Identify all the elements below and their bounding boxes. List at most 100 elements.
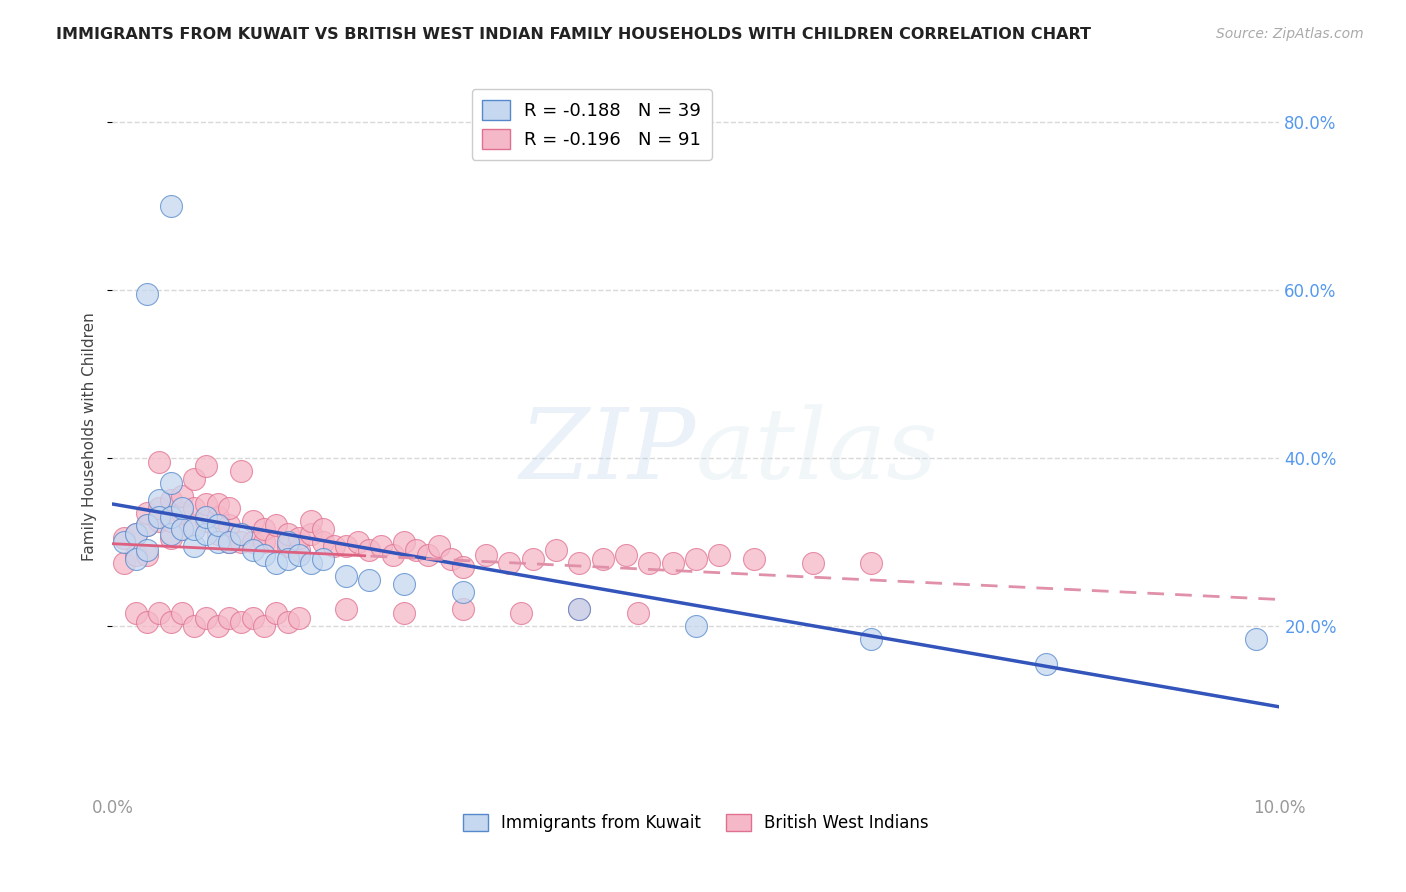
Point	[183, 501, 205, 516]
Point	[359, 543, 381, 558]
Point	[148, 509, 170, 524]
Point	[218, 535, 240, 549]
Point	[194, 497, 217, 511]
Point	[742, 551, 765, 566]
Point	[276, 526, 298, 541]
Point	[323, 539, 346, 553]
Point	[544, 543, 567, 558]
Point	[860, 632, 883, 646]
Point	[1244, 632, 1267, 646]
Point	[160, 199, 183, 213]
Point	[183, 518, 205, 533]
Point	[242, 543, 264, 558]
Point	[148, 493, 170, 508]
Point	[183, 523, 205, 537]
Point	[568, 602, 591, 616]
Point	[229, 615, 252, 629]
Point	[509, 607, 531, 621]
Point	[160, 476, 183, 491]
Point	[172, 506, 194, 520]
Text: atlas: atlas	[696, 404, 939, 499]
Point	[685, 551, 707, 566]
Point	[218, 535, 240, 549]
Point	[709, 548, 731, 562]
Text: Source: ZipAtlas.com: Source: ZipAtlas.com	[1216, 27, 1364, 41]
Point	[112, 531, 135, 545]
Point	[218, 610, 240, 624]
Point	[242, 514, 264, 528]
Point	[522, 551, 544, 566]
Point	[253, 548, 276, 562]
Point	[160, 531, 183, 545]
Text: IMMIGRANTS FROM KUWAIT VS BRITISH WEST INDIAN FAMILY HOUSEHOLDS WITH CHILDREN CO: IMMIGRANTS FROM KUWAIT VS BRITISH WEST I…	[56, 27, 1091, 42]
Point	[568, 556, 591, 570]
Point	[194, 610, 217, 624]
Point	[661, 556, 683, 570]
Point	[194, 526, 217, 541]
Point	[218, 518, 240, 533]
Point	[207, 526, 229, 541]
Point	[125, 551, 148, 566]
Point	[207, 619, 229, 633]
Point	[311, 551, 333, 566]
Point	[451, 602, 474, 616]
Point	[311, 523, 333, 537]
Point	[194, 459, 217, 474]
Point	[172, 501, 194, 516]
Point	[288, 610, 311, 624]
Point	[172, 489, 194, 503]
Point	[416, 548, 439, 562]
Point	[299, 514, 322, 528]
Point	[183, 472, 205, 486]
Point	[148, 455, 170, 469]
Point	[207, 518, 229, 533]
Point	[592, 551, 614, 566]
Point	[335, 602, 357, 616]
Point	[276, 551, 298, 566]
Point	[394, 535, 416, 549]
Point	[451, 585, 474, 599]
Point	[451, 560, 474, 574]
Point	[136, 287, 159, 301]
Point	[568, 602, 591, 616]
Point	[112, 535, 135, 549]
Point	[136, 506, 159, 520]
Point	[475, 548, 498, 562]
Point	[405, 543, 427, 558]
Point	[136, 518, 159, 533]
Point	[299, 556, 322, 570]
Point	[194, 509, 217, 524]
Point	[229, 464, 252, 478]
Point	[440, 551, 463, 566]
Point	[148, 607, 170, 621]
Point	[370, 539, 392, 553]
Point	[148, 514, 170, 528]
Point	[276, 539, 298, 553]
Point	[160, 615, 183, 629]
Point	[346, 535, 368, 549]
Point	[288, 548, 311, 562]
Point	[183, 539, 205, 553]
Point	[359, 573, 381, 587]
Point	[288, 543, 311, 558]
Point	[627, 607, 650, 621]
Point	[394, 607, 416, 621]
Point	[253, 619, 276, 633]
Point	[276, 535, 298, 549]
Point	[172, 523, 194, 537]
Point	[172, 607, 194, 621]
Text: ZIP: ZIP	[520, 404, 696, 499]
Point	[335, 539, 357, 553]
Point	[242, 610, 264, 624]
Point	[264, 535, 287, 549]
Point	[160, 526, 183, 541]
Point	[136, 548, 159, 562]
Point	[253, 523, 276, 537]
Point	[183, 619, 205, 633]
Point	[160, 509, 183, 524]
Y-axis label: Family Households with Children: Family Households with Children	[82, 313, 97, 561]
Point	[125, 607, 148, 621]
Point	[160, 493, 183, 508]
Point	[207, 509, 229, 524]
Point	[207, 497, 229, 511]
